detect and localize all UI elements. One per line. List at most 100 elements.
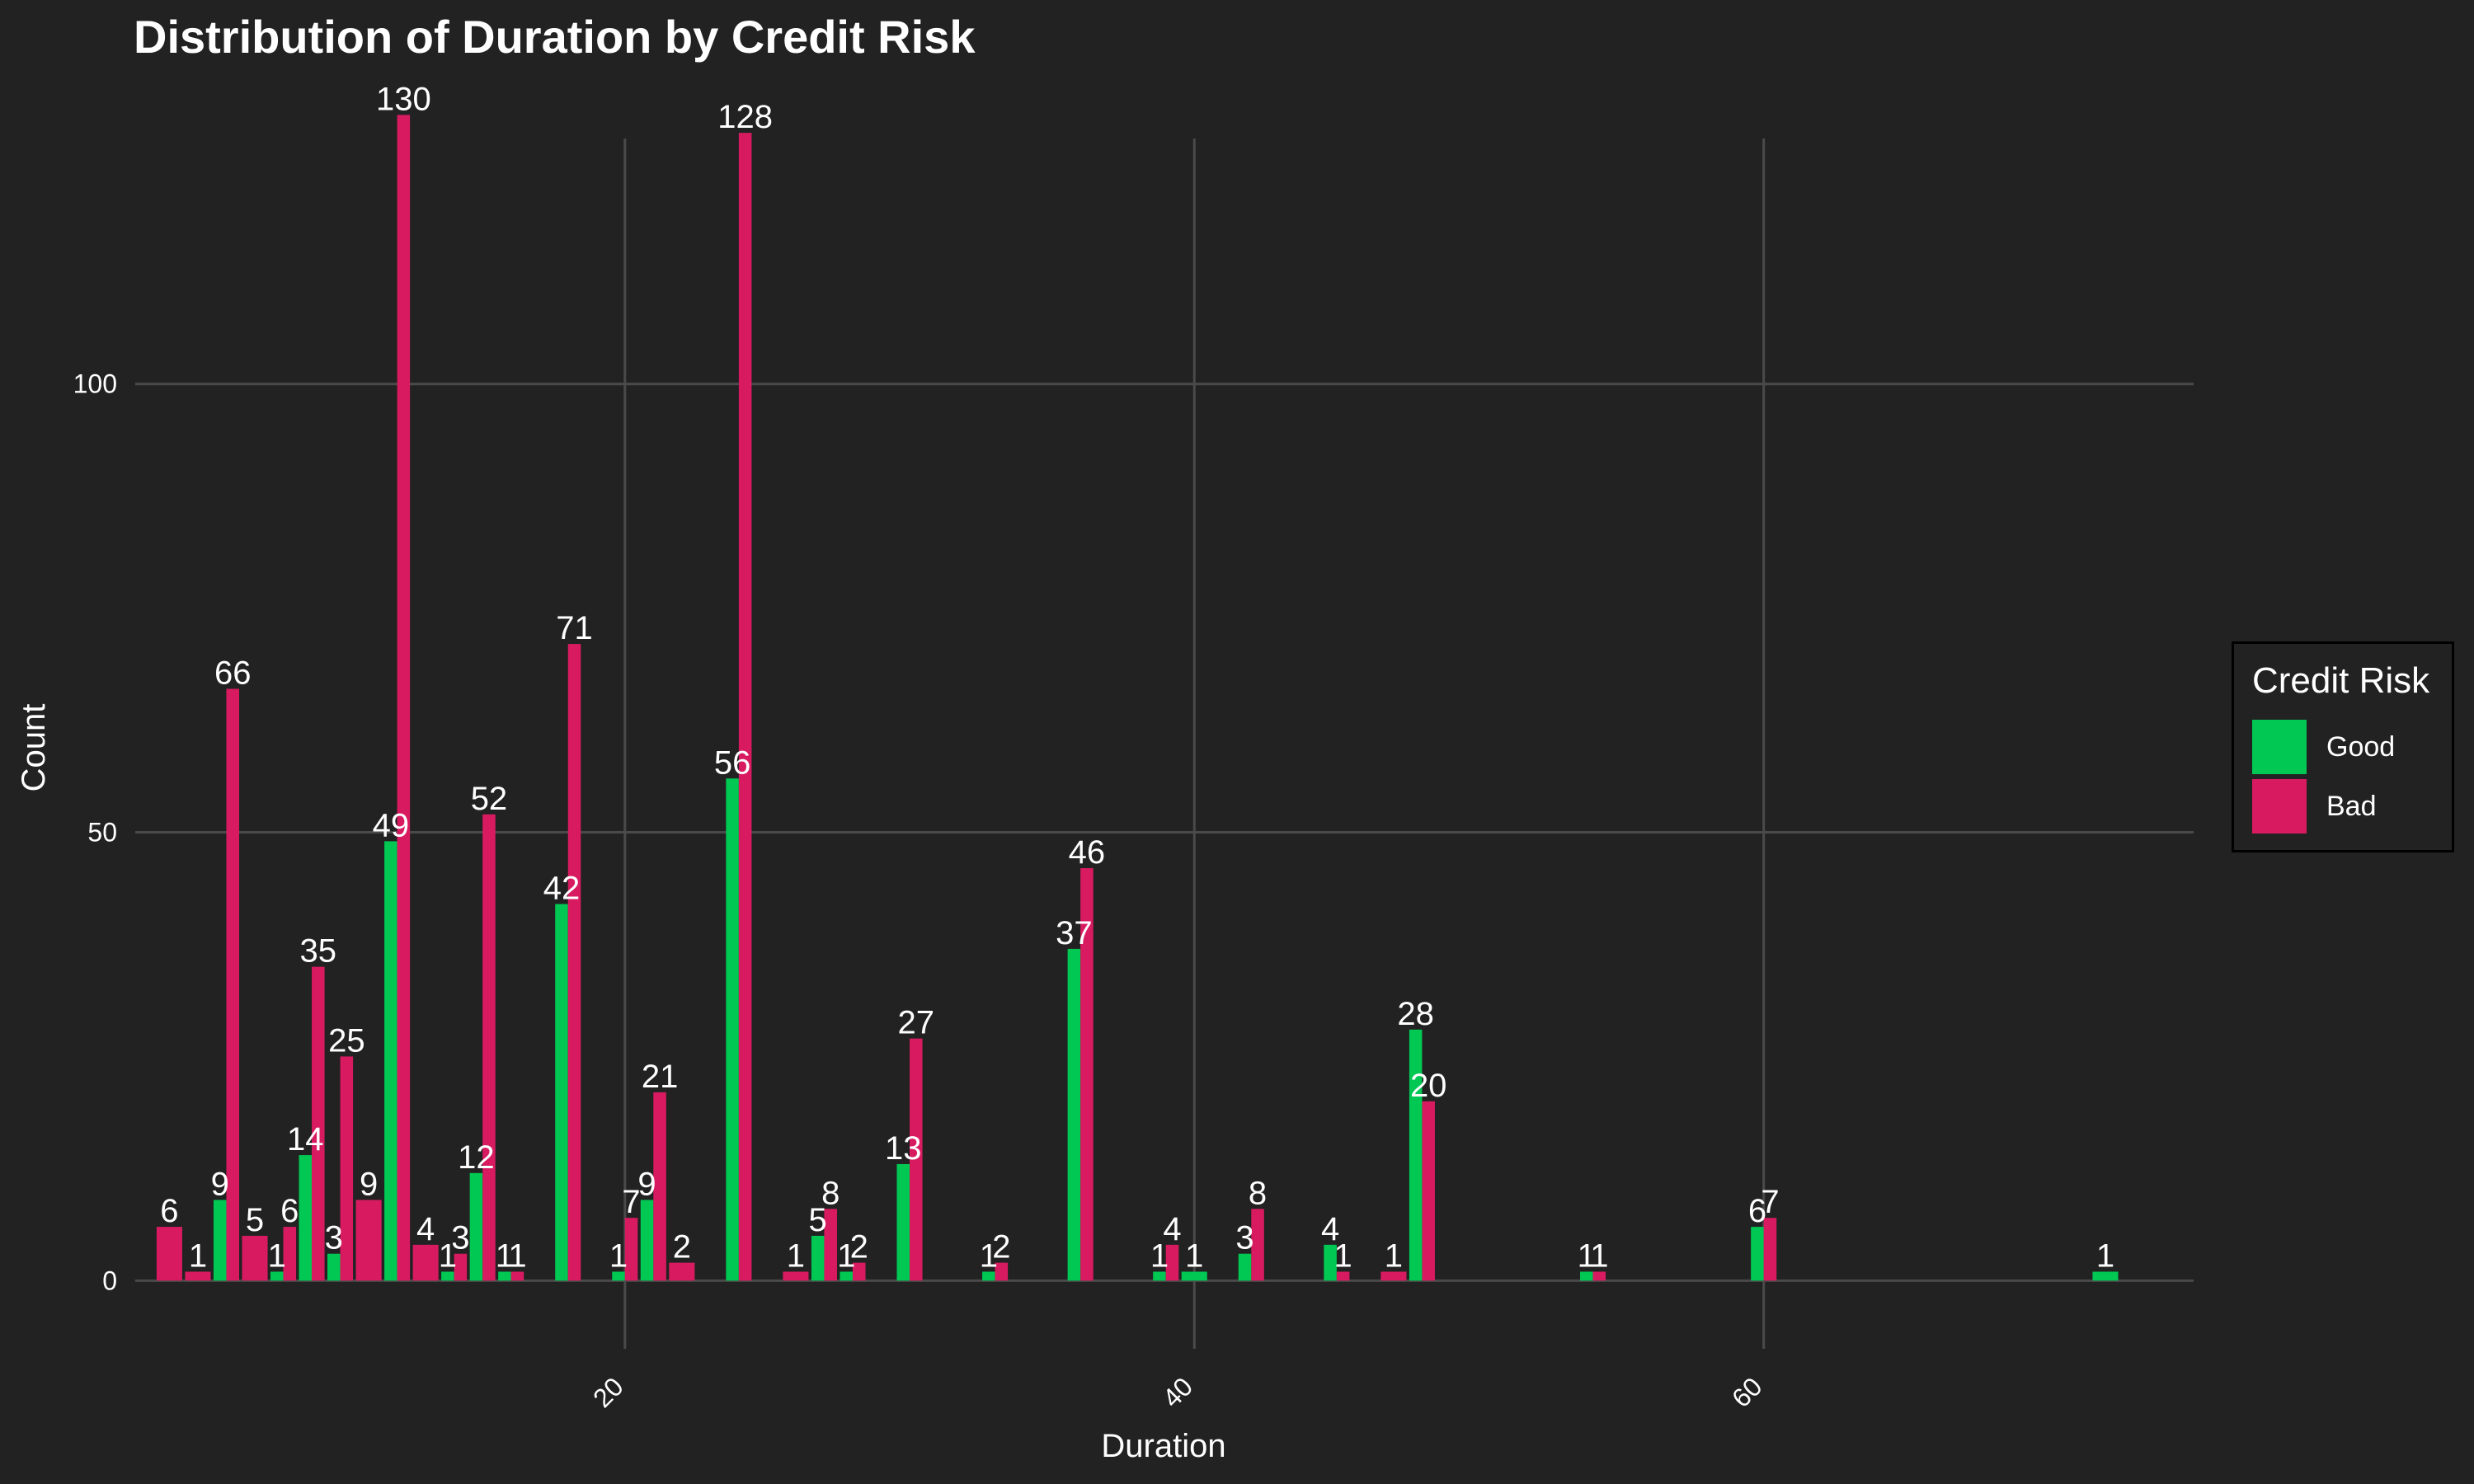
bar-label-good-8: 1 <box>268 1237 286 1274</box>
bar-bad-42 <box>1251 1209 1264 1281</box>
bar-bad-12 <box>397 115 411 1281</box>
bar-good-33 <box>982 1271 995 1281</box>
bar-label-bad-47: 1 <box>1385 1237 1403 1274</box>
bar-good-60 <box>1751 1227 1764 1281</box>
bar-label-bad-13: 4 <box>416 1211 435 1247</box>
bar-bad-14 <box>454 1253 468 1281</box>
bar-label-good-27: 5 <box>809 1202 827 1238</box>
bar-bad-5 <box>185 1271 211 1281</box>
bar-label-bad-26: 1 <box>787 1237 805 1274</box>
bar-good-45 <box>1324 1244 1337 1281</box>
bar-label-good-16: 1 <box>496 1237 514 1274</box>
bar-label-good-10: 3 <box>325 1220 343 1256</box>
y-tick-label-0: 0 <box>102 1266 117 1295</box>
bar-good-36 <box>1067 948 1081 1281</box>
bar-label-bad-10: 25 <box>328 1022 365 1059</box>
x-tick-label-60: 60 <box>1726 1371 1768 1413</box>
bar-good-16 <box>498 1271 511 1281</box>
bar-bad-48 <box>1422 1101 1435 1281</box>
bar-label-bad-11: 9 <box>360 1166 378 1202</box>
bar-bad-9 <box>312 966 325 1281</box>
chart-title: Distribution of Duration by Credit Risk <box>134 11 976 63</box>
legend-item-good: Good <box>2252 720 2450 774</box>
bar-bad-10 <box>340 1056 354 1281</box>
bar-bad-15 <box>482 814 496 1281</box>
bar-bad-30 <box>910 1038 923 1281</box>
bar-label-good-40: 1 <box>1185 1237 1203 1274</box>
bar-bad-8 <box>283 1227 297 1281</box>
bar-label-bad-9: 35 <box>300 933 337 970</box>
y-axis-label: Count <box>16 704 52 792</box>
bar-good-9 <box>299 1155 313 1281</box>
bar-bad-54 <box>1592 1271 1606 1281</box>
bar-good-24 <box>726 778 739 1281</box>
bar-good-8 <box>270 1271 284 1281</box>
bar-good-20 <box>612 1271 625 1281</box>
bar-label-good-60: 6 <box>1748 1193 1766 1229</box>
bar-bad-20 <box>624 1218 638 1281</box>
bar-label-good-30: 13 <box>885 1130 922 1167</box>
x-axis-label: Duration <box>1101 1428 1225 1464</box>
bar-bad-28 <box>852 1262 866 1281</box>
bar-label-good-14: 1 <box>439 1237 457 1274</box>
bar-label-bad-16: 1 <box>508 1237 526 1274</box>
bar-good-10 <box>327 1253 341 1281</box>
bar-good-42 <box>1238 1253 1252 1281</box>
bar-label-good-18: 42 <box>543 871 581 907</box>
bar-bad-16 <box>510 1271 524 1281</box>
bar-good-18 <box>555 904 568 1281</box>
bar-label-bad-18: 71 <box>556 610 593 646</box>
bar-label-bad-60: 7 <box>1761 1184 1779 1220</box>
legend-item-bad: Bad <box>2252 779 2450 834</box>
bar-label-good-12: 49 <box>373 807 410 843</box>
bar-label-bad-6: 66 <box>214 655 252 691</box>
bar-label-good-6: 9 <box>211 1166 229 1202</box>
bar-label-bad-4: 6 <box>160 1193 178 1229</box>
bar-label-bad-5: 1 <box>189 1237 207 1274</box>
bar-bad-36 <box>1080 868 1094 1281</box>
legend: Credit Risk Good Bad <box>2232 641 2454 852</box>
bar-label-bad-33: 2 <box>992 1229 1010 1266</box>
bar-bad-39 <box>1165 1244 1179 1281</box>
bar-good-30 <box>896 1163 910 1281</box>
legend-title: Credit Risk <box>2252 660 2430 701</box>
bar-label-good-39: 1 <box>1150 1237 1169 1274</box>
bar-good-48 <box>1409 1029 1423 1281</box>
bar-label-good-21: 9 <box>637 1166 656 1202</box>
legend-label-bad: Bad <box>2326 791 2377 822</box>
bar-good-39 <box>1153 1271 1166 1281</box>
bar-label-bad-22: 2 <box>673 1229 691 1266</box>
bar-label-good-54: 1 <box>1578 1237 1596 1274</box>
bar-label-good-48: 28 <box>1397 996 1434 1032</box>
bar-label-good-45: 4 <box>1321 1211 1339 1247</box>
bar-good-54 <box>1580 1271 1593 1281</box>
legend-label-good: Good <box>2326 731 2396 763</box>
y-tick-label-100: 100 <box>73 369 117 399</box>
bar-label-good-36: 37 <box>1056 915 1093 951</box>
bar-label-good-33: 1 <box>980 1237 998 1274</box>
bar-good-12 <box>384 841 397 1281</box>
bar-good-40 <box>1181 1271 1207 1281</box>
bar-label-bad-48: 20 <box>1410 1068 1447 1104</box>
bar-bad-18 <box>567 644 581 1281</box>
bar-label-good-20: 1 <box>609 1237 628 1274</box>
bars-layer <box>156 115 2119 1281</box>
bar-label-good-24: 56 <box>714 744 751 781</box>
bar-bad-11 <box>355 1200 382 1281</box>
bar-bad-13 <box>412 1244 439 1281</box>
bar-label-bad-27: 8 <box>821 1175 840 1211</box>
bar-label-bad-24: 128 <box>717 99 773 135</box>
bar-label-bad-8: 6 <box>280 1193 299 1229</box>
bar-bad-47 <box>1380 1271 1407 1281</box>
bar-bad-7 <box>242 1235 268 1281</box>
bar-bad-21 <box>653 1092 666 1281</box>
bar-label-good-15: 12 <box>458 1139 495 1176</box>
bar-good-28 <box>840 1271 853 1281</box>
x-tick-label-20: 20 <box>587 1371 629 1413</box>
bar-label-bad-39: 4 <box>1163 1211 1181 1247</box>
bar-label-bad-7: 5 <box>246 1202 264 1238</box>
bar-label-good-28: 1 <box>837 1237 855 1274</box>
bar-bad-33 <box>995 1262 1009 1281</box>
